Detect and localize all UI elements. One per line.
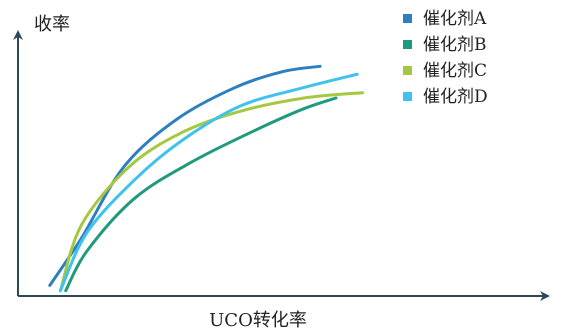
legend-swatch	[403, 40, 412, 49]
legend-item-c: 催化剂C	[403, 61, 487, 81]
series-line-d	[58, 72, 359, 293]
legend-item-b: 催化剂B	[403, 35, 487, 55]
y-axis-label: 收率	[34, 14, 70, 35]
legend-label: 催化剂B	[423, 35, 487, 55]
series-line-c	[58, 91, 364, 293]
legend-swatch	[403, 92, 412, 101]
legend-swatch	[403, 66, 412, 75]
legend-label: 催化剂C	[423, 61, 487, 81]
legend: 催化剂A 催化剂B 催化剂C 催化剂D	[403, 9, 488, 107]
x-axis-label: UCO转化率	[209, 310, 307, 331]
series-layer	[48, 64, 364, 293]
legend-item-a: 催化剂A	[403, 9, 487, 29]
axes	[13, 30, 550, 301]
series-line-b	[64, 96, 338, 293]
legend-item-d: 催化剂D	[403, 87, 488, 107]
legend-label: 催化剂A	[423, 9, 487, 29]
series-line-a	[48, 64, 322, 287]
legend-label: 催化剂D	[423, 87, 488, 107]
legend-swatch	[403, 14, 412, 23]
